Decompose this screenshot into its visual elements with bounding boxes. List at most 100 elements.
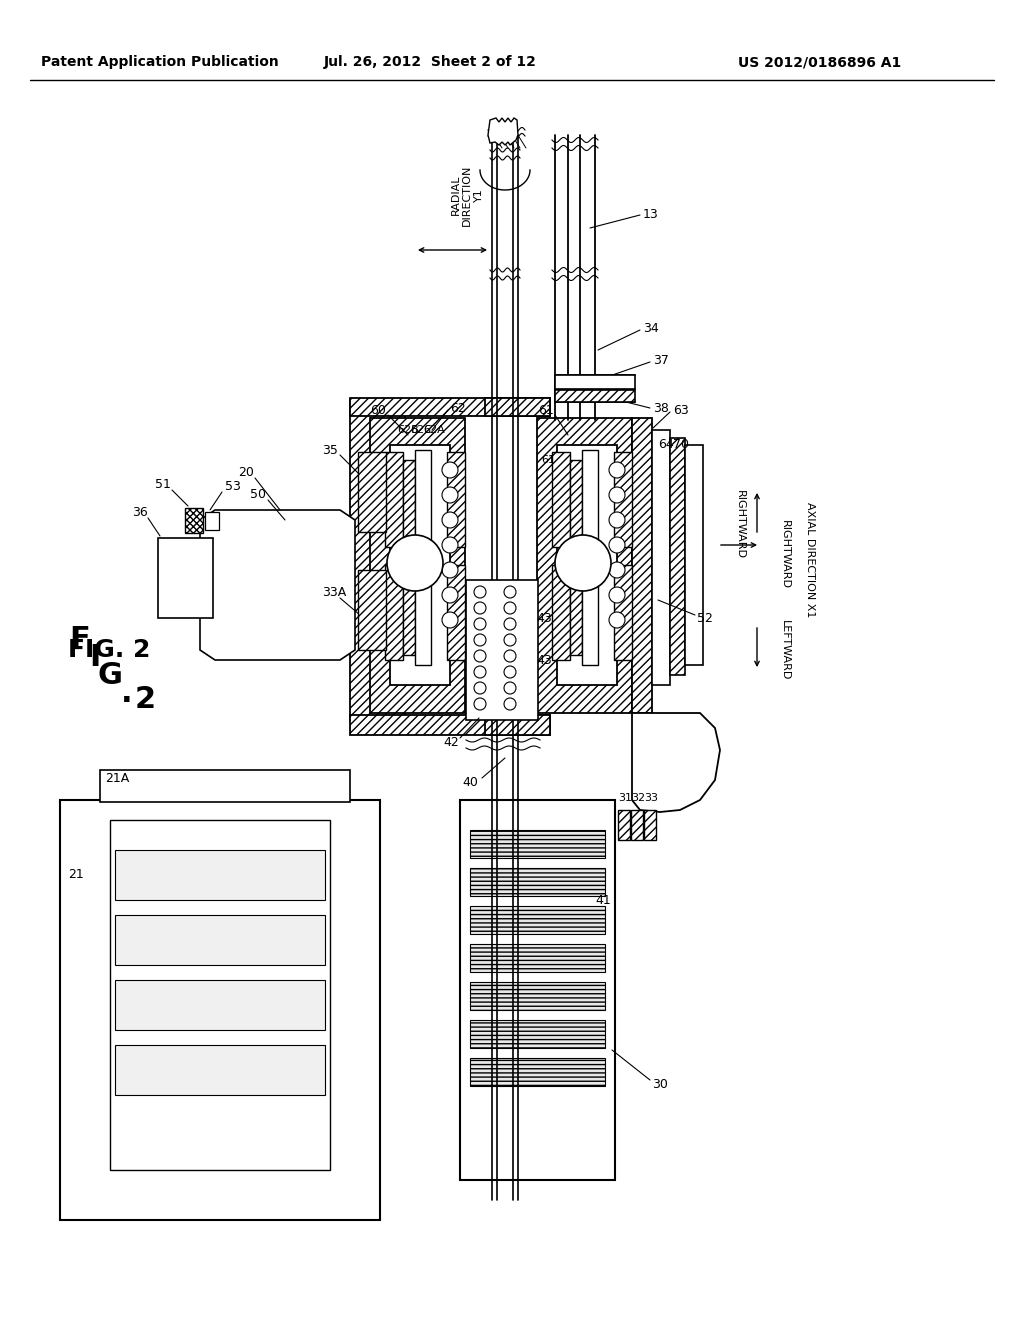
Circle shape <box>504 618 516 630</box>
Circle shape <box>504 649 516 663</box>
Bar <box>100 770 350 803</box>
Text: 21A: 21A <box>105 771 129 784</box>
Text: 36: 36 <box>132 507 147 520</box>
Text: G: G <box>97 661 123 690</box>
Text: 41: 41 <box>595 894 610 907</box>
Text: 63: 63 <box>673 404 689 417</box>
Bar <box>115 915 325 965</box>
Bar <box>552 565 570 660</box>
Text: 61B: 61B <box>558 455 580 465</box>
Circle shape <box>609 462 625 478</box>
Text: 2: 2 <box>134 685 156 714</box>
Text: RIGHTWARD: RIGHTWARD <box>735 491 745 560</box>
Bar <box>614 451 632 546</box>
Text: 53: 53 <box>225 480 241 494</box>
Text: 21: 21 <box>68 869 84 882</box>
Text: 60: 60 <box>370 404 386 417</box>
Bar <box>470 982 605 1010</box>
Bar <box>350 400 406 719</box>
Text: 42: 42 <box>443 735 459 748</box>
Bar <box>350 399 550 416</box>
Bar <box>60 800 380 1220</box>
Circle shape <box>504 698 516 710</box>
Circle shape <box>474 667 486 678</box>
Polygon shape <box>488 117 518 145</box>
Bar <box>460 800 615 1180</box>
Bar <box>570 459 582 655</box>
Text: 40: 40 <box>462 776 478 789</box>
Bar <box>537 418 632 713</box>
Text: F: F <box>70 626 90 655</box>
Text: 62B: 62B <box>397 425 419 436</box>
Circle shape <box>609 587 625 603</box>
Polygon shape <box>200 510 355 660</box>
Text: FIG. 2: FIG. 2 <box>68 638 151 663</box>
Polygon shape <box>632 713 720 812</box>
Circle shape <box>555 535 611 591</box>
Bar <box>557 445 617 685</box>
Bar <box>370 418 465 713</box>
Bar <box>552 451 570 546</box>
Circle shape <box>442 487 458 503</box>
Text: Patent Application Publication: Patent Application Publication <box>41 55 279 69</box>
Text: 64: 64 <box>658 438 674 451</box>
Bar <box>614 565 632 660</box>
Text: AXIAL DIRECTION X1: AXIAL DIRECTION X1 <box>805 503 815 618</box>
Circle shape <box>504 634 516 645</box>
Circle shape <box>474 682 486 694</box>
Bar <box>470 1020 605 1048</box>
Circle shape <box>609 512 625 528</box>
Bar <box>385 565 403 660</box>
Circle shape <box>609 537 625 553</box>
Circle shape <box>474 649 486 663</box>
Circle shape <box>474 698 486 710</box>
Circle shape <box>504 586 516 598</box>
Bar <box>185 508 203 533</box>
Bar <box>447 565 465 660</box>
Bar <box>358 570 386 649</box>
Bar <box>350 715 550 735</box>
Bar <box>470 944 605 972</box>
Bar <box>555 375 635 389</box>
Circle shape <box>442 512 458 528</box>
Bar <box>110 820 330 1170</box>
Bar <box>485 399 550 416</box>
Text: 20: 20 <box>238 466 254 479</box>
Text: 34: 34 <box>643 322 658 334</box>
Bar <box>618 810 630 840</box>
Text: .: . <box>121 680 133 709</box>
Circle shape <box>474 634 486 645</box>
Bar <box>158 539 213 618</box>
Text: 31: 31 <box>618 793 632 803</box>
Text: 33: 33 <box>644 793 658 803</box>
Circle shape <box>474 602 486 614</box>
Circle shape <box>442 537 458 553</box>
Bar <box>670 438 685 675</box>
Text: 51: 51 <box>155 479 171 491</box>
Circle shape <box>609 562 625 578</box>
Text: 61: 61 <box>538 404 554 417</box>
Circle shape <box>387 535 443 591</box>
Circle shape <box>442 587 458 603</box>
Text: RIGHTWARD: RIGHTWARD <box>780 520 790 590</box>
Text: 70: 70 <box>673 438 689 451</box>
Text: 62A: 62A <box>423 425 444 436</box>
Circle shape <box>474 618 486 630</box>
Bar <box>470 869 605 896</box>
Circle shape <box>474 586 486 598</box>
Text: 50: 50 <box>250 488 266 502</box>
Bar <box>115 850 325 900</box>
Bar <box>447 451 465 546</box>
Text: US 2012/0186896 A1: US 2012/0186896 A1 <box>738 55 901 69</box>
Circle shape <box>609 487 625 503</box>
Text: 52: 52 <box>697 611 713 624</box>
Text: 38: 38 <box>653 401 669 414</box>
Bar <box>470 1059 605 1086</box>
Circle shape <box>442 612 458 628</box>
Bar <box>485 715 550 735</box>
Text: 30: 30 <box>652 1078 668 1092</box>
Circle shape <box>504 667 516 678</box>
Bar <box>115 979 325 1030</box>
Circle shape <box>442 562 458 578</box>
Text: 37: 37 <box>653 354 669 367</box>
